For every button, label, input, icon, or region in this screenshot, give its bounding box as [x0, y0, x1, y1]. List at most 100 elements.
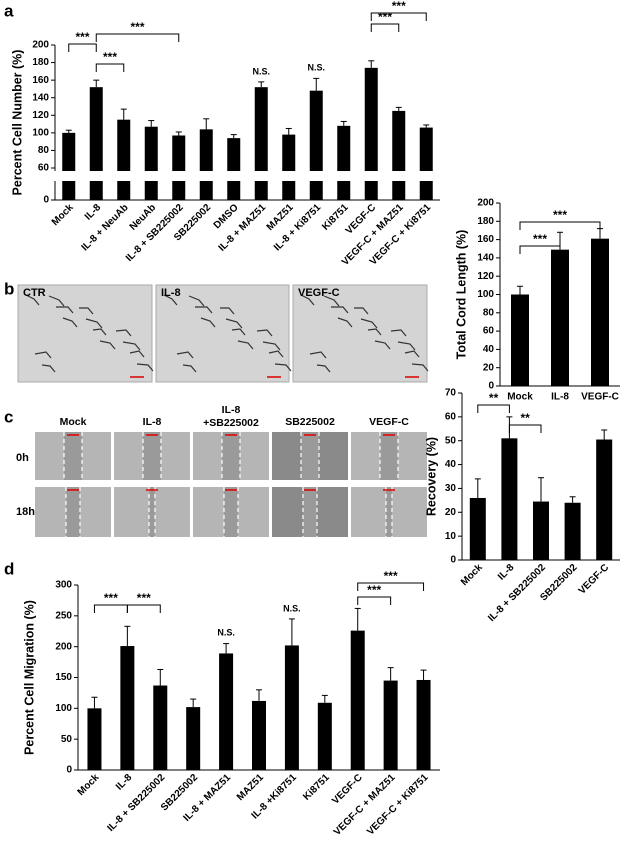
- panel-label: a: [4, 1, 14, 20]
- y-axis-label: Percent Cell Number (%): [10, 50, 24, 196]
- x-tick-label: VEGF-C + MAZ51: [332, 772, 398, 838]
- cell-network: [300, 294, 315, 306]
- cell-network: [188, 295, 205, 307]
- bar: [337, 125, 351, 200]
- bar: [284, 645, 299, 770]
- significance-bracket: [93, 604, 128, 613]
- significance-bracket: [95, 63, 125, 72]
- cell-network: [220, 307, 235, 315]
- bar: [254, 87, 268, 200]
- cell-network: [237, 340, 254, 350]
- significance-label: ***: [104, 591, 118, 605]
- bar: [282, 134, 296, 200]
- cell-network: [331, 306, 349, 314]
- column-header: SB225002: [285, 416, 335, 428]
- y-tick-label: 20: [483, 362, 495, 373]
- cell-network: [163, 294, 178, 306]
- y-tick-label: 50: [61, 734, 73, 745]
- significance-label: N.S.: [307, 62, 325, 72]
- bar: [317, 702, 332, 770]
- significance-bracket: [357, 582, 425, 591]
- column-header: VEGF-C: [369, 416, 409, 428]
- x-tick-label: Mock: [76, 772, 102, 798]
- significance-label: ***: [367, 583, 381, 597]
- column-header: IL-8: [143, 416, 162, 428]
- image-label: CTR: [23, 287, 46, 299]
- wound-gap: [64, 432, 82, 480]
- panel-label: d: [4, 559, 14, 578]
- y-tick-label: 150: [55, 672, 72, 683]
- y-tick-label: 0: [450, 555, 456, 566]
- cell-network: [25, 294, 40, 306]
- wound-gap: [301, 432, 319, 480]
- y-tick-label: 100: [32, 127, 49, 138]
- y-axis-label: Percent Cell Migration (%): [22, 600, 36, 755]
- bar: [120, 646, 135, 770]
- bar: [186, 707, 201, 770]
- x-tick-label: VEGF-C: [581, 392, 619, 403]
- bar: [87, 708, 102, 770]
- x-tick-label: VEGF-C + Ki8751: [365, 772, 431, 838]
- y-tick-label: 300: [55, 580, 72, 591]
- y-tick-label: 200: [32, 40, 49, 51]
- cell-network: [182, 364, 197, 373]
- y-tick-label: 140: [477, 253, 494, 264]
- row-label: 0h: [16, 452, 29, 464]
- y-tick-label: 140: [32, 92, 49, 103]
- wound-gap: [149, 487, 155, 537]
- panel-label: c: [4, 407, 13, 426]
- cell-network: [274, 363, 292, 372]
- y-axis-label: Recovery (%): [424, 437, 438, 516]
- y-tick-label: 20: [445, 507, 457, 518]
- bar: [501, 438, 518, 560]
- significance-label: N.S.: [283, 603, 301, 613]
- cell-network: [397, 341, 416, 351]
- significance-bracket: [68, 43, 97, 52]
- cell-network: [262, 341, 281, 351]
- wound-gap: [380, 432, 398, 480]
- bar: [252, 700, 266, 770]
- y-tick-label: 200: [55, 641, 72, 652]
- wound-gap: [386, 487, 392, 537]
- cell-network: [79, 307, 94, 315]
- y-axis-label: Total Cord Length (%): [454, 230, 468, 360]
- y-tick-label: 50: [445, 435, 457, 446]
- cell-network: [360, 318, 378, 329]
- bar: [89, 87, 103, 200]
- significance-bracket: [370, 12, 427, 21]
- cell-network: [404, 350, 420, 358]
- column-header: Mock: [60, 416, 87, 428]
- wound-gap: [303, 487, 317, 537]
- y-tick-label: 180: [32, 57, 49, 68]
- x-tick-label: IL-8 + SB225002: [105, 772, 167, 834]
- significance-bracket: [370, 23, 400, 32]
- panel-label: b: [4, 279, 14, 298]
- y-tick-label: 60: [445, 411, 457, 422]
- bar: [364, 67, 378, 200]
- bar: [469, 497, 486, 560]
- cell-network: [200, 317, 216, 328]
- cell-network: [85, 318, 103, 329]
- axis-break: [47, 171, 442, 181]
- cell-network: [323, 295, 340, 307]
- cell-network: [354, 307, 369, 315]
- significance-label: **: [489, 391, 499, 405]
- image-label: VEGF-C: [298, 287, 340, 299]
- significance-label: ***: [533, 232, 547, 246]
- x-tick-label: IL-8: [496, 562, 517, 583]
- y-tick-label: 60: [483, 326, 495, 337]
- y-tick-label: 80: [483, 307, 495, 318]
- row-label: 18h: [16, 506, 35, 518]
- cell-network: [337, 317, 353, 328]
- y-tick-label: 100: [477, 289, 494, 300]
- bar: [383, 680, 398, 770]
- significance-bracket: [508, 424, 542, 433]
- significance-bracket: [357, 596, 392, 605]
- cell-network: [122, 341, 141, 351]
- image-label: IL-8: [161, 287, 181, 299]
- significance-label: ***: [130, 20, 144, 34]
- column-header: IL-8: [222, 404, 241, 416]
- x-tick-label: IL-8 + SB225002: [486, 562, 548, 624]
- bar: [551, 249, 569, 386]
